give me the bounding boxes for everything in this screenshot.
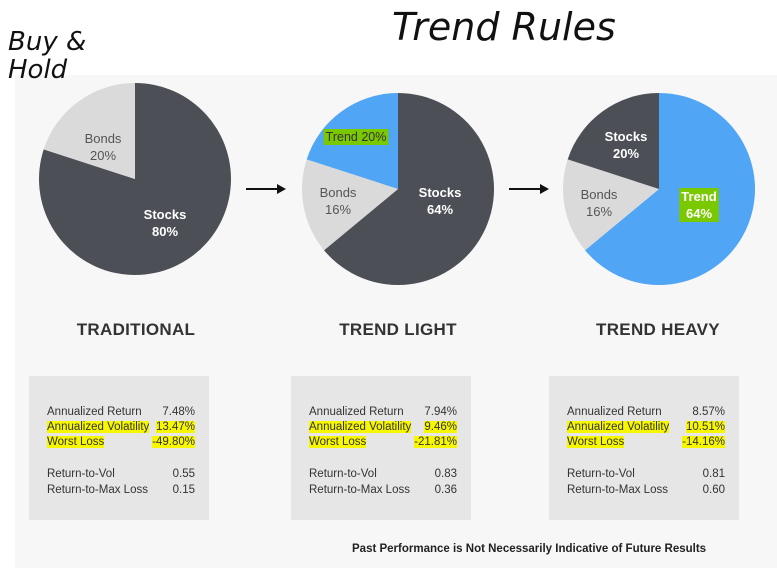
- stat-label: Annualized Volatility: [309, 421, 412, 433]
- stat-label: Return-to-Vol: [567, 468, 635, 480]
- portfolio-title-trend-heavy: TREND HEAVY: [596, 320, 720, 339]
- footer-disclaimer: Past Performance is Not Necessarily Indi…: [352, 543, 707, 555]
- stat-value: -21.81%: [414, 436, 457, 448]
- stat-value: -49.80%: [152, 436, 195, 448]
- pie-value-bonds: 20%: [90, 148, 116, 163]
- pie-label-highlight: [323, 129, 389, 145]
- stat-label: Worst Loss: [567, 436, 625, 448]
- stat-label: Annualized Return: [309, 406, 404, 418]
- stat-value: 0.55: [172, 468, 195, 480]
- pie-slice-bonds: [43, 83, 135, 179]
- stat-value: 8.57%: [692, 406, 725, 418]
- stat-label: Return-to-Max Loss: [567, 484, 668, 496]
- stats-box-trend-heavy: Annualized Return 8.57% Annualized Volatil…: [549, 376, 739, 520]
- stats-box-trend-light: Annualized Return 7.94% Annualized Volatil…: [291, 376, 471, 520]
- stat-value: 9.46%: [424, 421, 457, 433]
- pie-traditional: Stocks 80% Bonds 20%: [38, 83, 231, 275]
- pie-value-bonds: 16%: [325, 202, 351, 217]
- stat-row: Annualized Volatility 9.46%: [291, 421, 471, 435]
- stat-row: Return-to-Vol 0.83: [291, 468, 471, 482]
- annotation-trend-rules: Trend Rules: [392, 5, 616, 49]
- pie-label-highlight: [679, 188, 719, 222]
- pie-value-bonds: 16%: [586, 204, 612, 219]
- pie-label-bonds: Bonds: [581, 187, 618, 202]
- pie-label-trend: Trend 20%: [326, 130, 387, 144]
- stat-value: 0.81: [702, 468, 725, 480]
- portfolio-title-traditional: TRADITIONAL: [76, 320, 196, 339]
- pie-label-trend: Trend: [681, 189, 716, 204]
- stat-row: Return-to-Max Loss 0.15: [29, 484, 209, 498]
- stat-label: Annualized Return: [567, 406, 662, 418]
- stat-value: 7.48%: [162, 406, 195, 418]
- stat-row: Return-to-Vol 0.55: [29, 468, 209, 482]
- stat-row: Return-to-Max Loss 0.36: [291, 484, 471, 498]
- stats-box-traditional: Annualized Return 7.48% Annualized Volatil…: [29, 376, 209, 520]
- stat-label: Worst Loss: [47, 436, 105, 448]
- stat-value: 0.83: [434, 468, 457, 480]
- stat-label: Annualized Return: [47, 406, 142, 418]
- stat-row: Return-to-Max Loss 0.60: [549, 484, 739, 498]
- arrow-1: [246, 184, 286, 194]
- stat-label: Return-to-Vol: [47, 468, 115, 480]
- stat-row: Annualized Volatility 10.51%: [549, 421, 739, 435]
- stat-row: Annualized Return 7.48%: [29, 406, 209, 420]
- stat-label: Return-to-Max Loss: [309, 484, 410, 496]
- stat-value: 13.47%: [155, 421, 195, 433]
- pie-trend-light: Stocks 64% Bonds 16% Trend 20%: [302, 93, 495, 286]
- stat-label: Return-to-Max Loss: [47, 484, 148, 496]
- stat-value: 0.60: [702, 484, 725, 496]
- stat-label: Annualized Volatility: [47, 421, 150, 433]
- stat-value: 7.94%: [424, 406, 457, 418]
- pie-slice-bonds: [302, 159, 398, 251]
- pie-label-bonds: Bonds: [320, 185, 357, 200]
- pie-label-stocks: Stocks: [144, 207, 187, 222]
- portfolio-title-trend-light: TREND LIGHT: [339, 320, 457, 339]
- stat-label: Worst Loss: [309, 436, 367, 448]
- pie-trend-heavy: Trend 64% Bonds 16% Stocks 20%: [563, 93, 755, 285]
- pie-label-stocks: Stocks: [419, 185, 462, 200]
- stat-row: Worst Loss -21.81%: [291, 436, 471, 450]
- pie-slice-stocks: [324, 93, 495, 286]
- stat-row: Worst Loss -49.80%: [29, 436, 209, 450]
- stat-row: Annualized Return 7.94%: [291, 406, 471, 420]
- stat-label: Annualized Volatility: [567, 421, 670, 433]
- pie-slice-stocks: [567, 93, 659, 189]
- stat-value: -14.16%: [682, 436, 725, 448]
- stat-label: Return-to-Vol: [309, 468, 377, 480]
- stat-value: 0.15: [172, 484, 195, 496]
- pie-slice-bonds: [563, 159, 659, 251]
- stat-row: Annualized Return 8.57%: [549, 406, 739, 420]
- stat-value: 10.51%: [685, 421, 725, 433]
- arrow-2: [509, 184, 549, 194]
- pie-label-bonds: Bonds: [85, 131, 122, 146]
- stat-row: Annualized Volatility 13.47%: [29, 421, 209, 435]
- stat-value: 0.36: [434, 484, 457, 496]
- pie-value-stocks: 20%: [613, 146, 639, 161]
- pie-value-stocks: 80%: [152, 224, 178, 239]
- pie-value-trend: 64%: [686, 206, 712, 221]
- annotation-buy-hold: Buy & Hold: [8, 27, 87, 85]
- pie-label-stocks: Stocks: [605, 129, 648, 144]
- pie-slice-trend: [585, 93, 755, 285]
- pie-value-stocks: 64%: [427, 202, 453, 217]
- stat-row: Worst Loss -14.16%: [549, 436, 739, 450]
- stat-row: Return-to-Vol 0.81: [549, 468, 739, 482]
